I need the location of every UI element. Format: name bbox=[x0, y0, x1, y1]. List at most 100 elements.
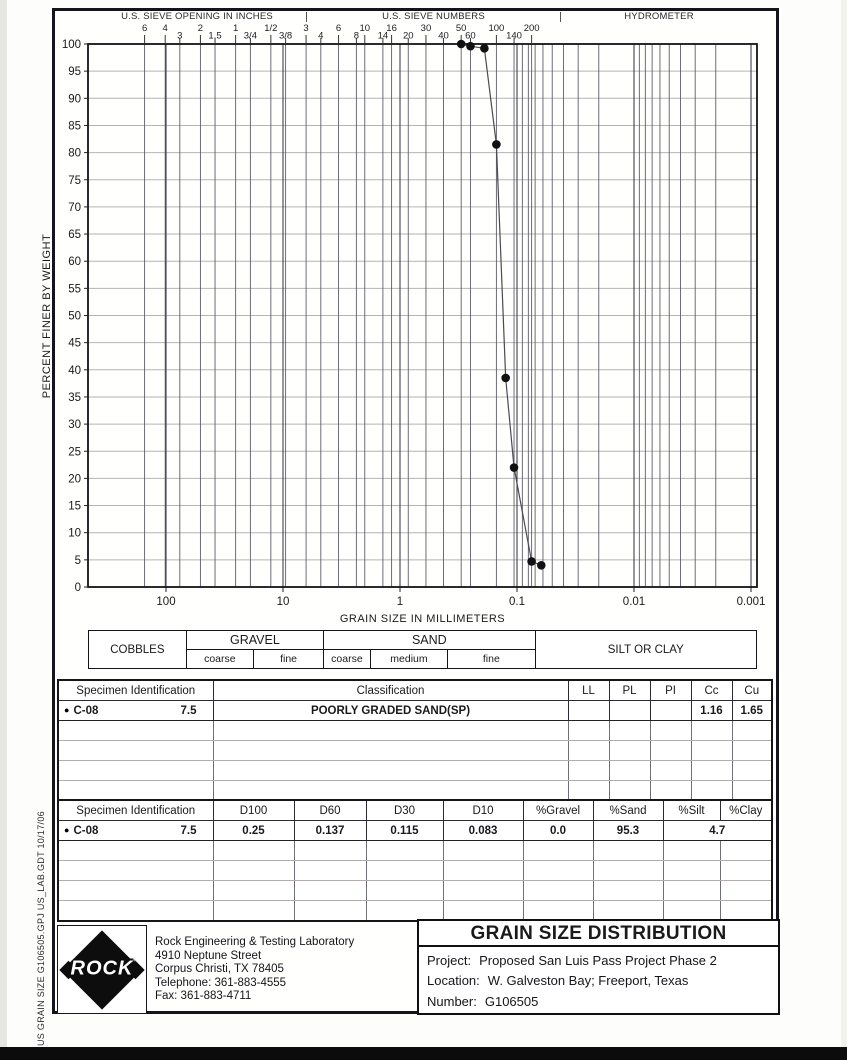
empty-cell bbox=[212, 880, 295, 901]
x-tick-label: 100 bbox=[156, 596, 175, 608]
col-classification: Classification bbox=[212, 679, 569, 701]
col-specimen-identification: Specimen Identification bbox=[57, 799, 214, 821]
empty-cell bbox=[649, 780, 692, 802]
y-tick-label: 95 bbox=[68, 66, 81, 78]
empty-cell bbox=[57, 780, 214, 802]
empty-cell bbox=[649, 740, 692, 761]
sieve-label: 3/8 bbox=[279, 31, 292, 42]
col-ll: LL bbox=[567, 679, 610, 701]
empty-cell bbox=[662, 900, 721, 922]
col-pct-gravel: %Gravel bbox=[522, 799, 594, 821]
table-row: ● C-08 7.5 0.25 0.137 0.115 0.083 0.0 95… bbox=[57, 820, 773, 841]
scan-edge-bottom bbox=[0, 1047, 847, 1060]
y-tick-label: 25 bbox=[68, 446, 81, 458]
sieve-label: 14 bbox=[378, 31, 389, 42]
empty-cell bbox=[592, 840, 664, 861]
empty-cell bbox=[365, 880, 444, 901]
table-header-row: Specimen Identification D100 D60 D30 D10… bbox=[57, 799, 773, 821]
empty-cell bbox=[522, 840, 594, 861]
sieve-label: 50 bbox=[456, 23, 467, 34]
empty-table-row bbox=[57, 760, 773, 781]
pi-value bbox=[649, 700, 692, 721]
empty-cell bbox=[365, 900, 444, 922]
empty-cell bbox=[212, 720, 569, 741]
data-point bbox=[536, 560, 546, 570]
empty-cell bbox=[442, 900, 524, 922]
empty-cell bbox=[719, 840, 773, 861]
x-tick-label: 0.01 bbox=[623, 596, 645, 608]
col-pct-clay: %Clay bbox=[719, 799, 773, 821]
header-divider bbox=[560, 12, 561, 22]
empty-cell bbox=[731, 720, 773, 741]
y-axis-title: PERCENT FINER BY WEIGHT bbox=[41, 234, 53, 399]
specimen-depth: 7.5 bbox=[180, 704, 197, 717]
class-sand-label: SAND bbox=[411, 633, 447, 647]
sieve-label: 1.5 bbox=[208, 31, 221, 42]
empty-cell bbox=[293, 880, 367, 901]
data-point bbox=[456, 39, 466, 49]
empty-cell bbox=[442, 860, 524, 881]
empty-cell bbox=[365, 840, 444, 861]
empty-cell bbox=[567, 720, 610, 741]
empty-cell bbox=[212, 780, 569, 802]
y-tick-label: 15 bbox=[68, 501, 81, 513]
sieve-label: 100 bbox=[488, 23, 504, 34]
specimen-marker-icon: ● bbox=[64, 705, 70, 715]
empty-table-row bbox=[57, 900, 773, 922]
col-d30: D30 bbox=[365, 799, 444, 821]
y-tick-label: 5 bbox=[75, 555, 81, 567]
scan-edge-right bbox=[841, 0, 847, 1060]
pct-gravel-value: 0.0 bbox=[522, 820, 594, 841]
d10-value: 0.083 bbox=[442, 820, 524, 841]
project-field: Project: Proposed San Luis Pass Project P… bbox=[419, 947, 778, 968]
empty-cell bbox=[608, 760, 651, 781]
empty-cell bbox=[212, 760, 569, 781]
specimen-id-cell: ● C-08 7.5 bbox=[57, 700, 214, 721]
empty-cell bbox=[522, 900, 594, 922]
empty-cell bbox=[690, 720, 733, 741]
y-tick-label: 55 bbox=[68, 283, 81, 295]
empty-cell bbox=[690, 780, 733, 802]
sieve-label: 200 bbox=[524, 23, 540, 34]
empty-cell bbox=[57, 900, 214, 922]
x-axis-title: GRAIN SIZE IN MILLIMETERS bbox=[340, 613, 505, 625]
header-sieve-inches: U.S. SIEVE OPENING IN INCHES bbox=[121, 11, 273, 22]
gradation-curve bbox=[461, 43, 542, 566]
sieve-label: 1 bbox=[233, 23, 238, 34]
y-tick-label: 90 bbox=[68, 93, 81, 105]
file-stamp-sidebar: US GRAIN SIZE G106505.GPJ US_LAB.GDT 10/… bbox=[36, 811, 46, 1046]
sieve-label: 6 bbox=[336, 23, 341, 34]
empty-cell bbox=[57, 760, 214, 781]
company-phone: Telephone: 361-883-4555 bbox=[155, 976, 287, 989]
class-silt-clay: SILT OR CLAY bbox=[534, 631, 756, 668]
y-tick-label: 65 bbox=[68, 229, 81, 241]
empty-cell bbox=[662, 840, 721, 861]
empty-cell bbox=[719, 880, 773, 901]
y-tick-label: 35 bbox=[68, 392, 81, 404]
empty-cell bbox=[57, 720, 214, 741]
title-block: GRAIN SIZE DISTRIBUTION Project: Proposed… bbox=[417, 919, 780, 1015]
empty-cell bbox=[608, 740, 651, 761]
empty-cell bbox=[690, 740, 733, 761]
y-tick-label: 85 bbox=[68, 120, 81, 132]
col-d100: D100 bbox=[212, 799, 295, 821]
table-header-row: Specimen Identification Classification L… bbox=[57, 679, 773, 701]
y-tick-label: 20 bbox=[68, 473, 81, 485]
header-hydrometer: HYDROMETER bbox=[624, 11, 694, 22]
sieve-label: 2 bbox=[198, 23, 203, 34]
empty-cell bbox=[567, 780, 610, 802]
sieve-label: 6 bbox=[142, 23, 147, 34]
classification-value: POORLY GRADED SAND(SP) bbox=[212, 700, 569, 721]
class-sand-group: SAND coarse medium fine bbox=[323, 631, 535, 668]
header-sieve-numbers: U.S. SIEVE NUMBERS bbox=[382, 11, 485, 22]
report-title: GRAIN SIZE DISTRIBUTION bbox=[470, 923, 727, 944]
y-tick-label: 80 bbox=[68, 148, 81, 160]
data-point bbox=[466, 41, 475, 51]
company-address-block: Rock Engineering & Testing Laboratory 49… bbox=[155, 936, 354, 1004]
pct-fines-value: 4.7 bbox=[662, 820, 773, 841]
col-d10: D10 bbox=[442, 799, 524, 821]
x-tick-label: 0.001 bbox=[737, 596, 766, 608]
number-value: G106505 bbox=[484, 993, 539, 1009]
class-sand-fine: fine bbox=[447, 650, 534, 668]
